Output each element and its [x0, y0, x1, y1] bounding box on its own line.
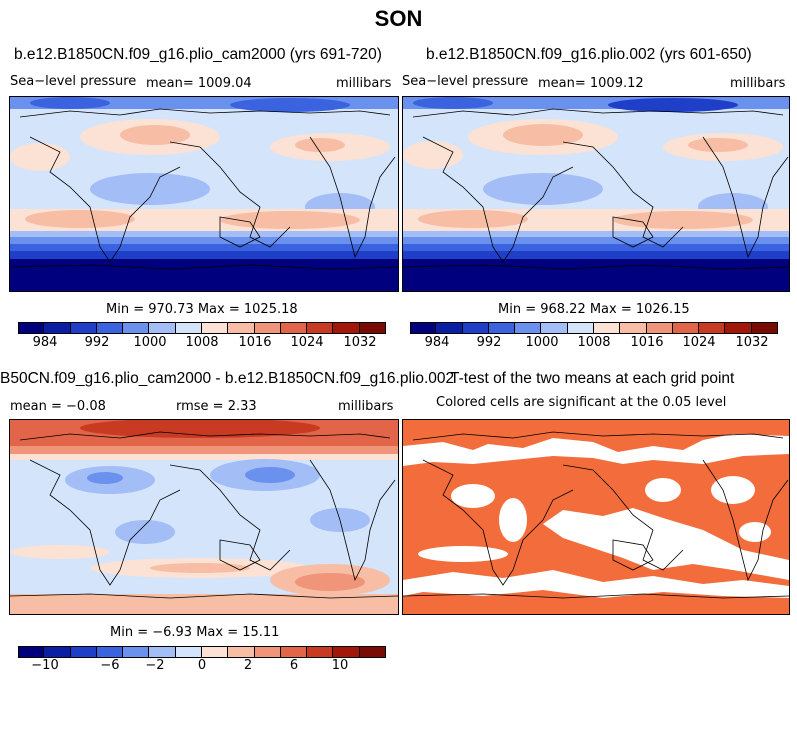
- panel1-mean: mean= 1009.04: [146, 76, 252, 91]
- panel3-tick: −10: [31, 658, 59, 673]
- panel3-tick: −6: [100, 658, 120, 673]
- colorbar-cell: [96, 322, 124, 334]
- panel1-map: [9, 96, 399, 292]
- panel1-tick: 992: [84, 335, 110, 350]
- panel3-tick: −2: [145, 658, 165, 673]
- colorbar-cell: [44, 646, 71, 658]
- panel2-tick: 1008: [577, 335, 611, 350]
- colorbar-cell: [44, 322, 71, 334]
- panel1-tick: 1000: [133, 335, 167, 350]
- panel4-subtitle: Colored cells are significant at the 0.0…: [436, 395, 727, 410]
- colorbar-cell: [488, 322, 516, 334]
- panel2-tick: 992: [476, 335, 502, 350]
- panel3-tick: 10: [331, 658, 349, 673]
- colorbar-cell: [70, 646, 97, 658]
- panel3-rmse: rmse = 2.33: [176, 399, 257, 414]
- colorbar-cell: [96, 646, 124, 658]
- colorbar-cell: [410, 322, 437, 334]
- panel2-colorbar: [410, 322, 778, 334]
- colorbar-cell: [646, 322, 673, 334]
- colorbar-cell: [123, 322, 150, 334]
- panel1-variable: Sea−level pressure: [10, 74, 137, 89]
- panel1-tick: 984: [32, 335, 58, 350]
- colorbar-frame: [410, 322, 778, 334]
- colorbar-cell: [123, 646, 150, 658]
- panel2-map: [402, 96, 790, 292]
- panel2-tick: 1032: [735, 335, 769, 350]
- colorbar-cell: [149, 646, 176, 658]
- panel1-tick: 1024: [290, 335, 324, 350]
- panel2-stats: Min = 968.22 Max = 1026.15: [498, 302, 690, 317]
- panel1-tick: 1008: [185, 335, 219, 350]
- panel2-tick: 1024: [682, 335, 716, 350]
- panel2-tick: 984: [424, 335, 450, 350]
- colorbar-cell: [725, 322, 752, 334]
- panel1-tick: 1016: [238, 335, 272, 350]
- figure-title: SON: [374, 6, 423, 31]
- colorbar-cell: [436, 322, 463, 334]
- panel3-tick: 0: [197, 658, 207, 673]
- panel1-units: millibars: [336, 76, 392, 91]
- panel2-mean: mean= 1009.12: [538, 76, 644, 91]
- panel1-tick: 1032: [343, 335, 377, 350]
- colorbar-cell: [202, 646, 229, 658]
- colorbar-cell: [515, 322, 542, 334]
- colorbar-cell: [228, 322, 255, 334]
- panel4-title: T-test of the two means at each grid poi…: [450, 370, 735, 387]
- panel1-colorbar: [18, 322, 386, 334]
- colorbar-cell: [699, 322, 726, 334]
- colorbar-cell: [462, 322, 489, 334]
- colorbar-cell: [307, 646, 334, 658]
- colorbar-cell: [149, 322, 176, 334]
- panel3-stats: Min = −6.93 Max = 15.11: [110, 625, 280, 640]
- colorbar-cell: [307, 322, 334, 334]
- panel3-mean: mean = −0.08: [10, 399, 106, 414]
- colorbar-cell: [567, 322, 594, 334]
- colorbar-cell: [70, 322, 97, 334]
- colorbar-cell: [333, 646, 360, 658]
- colorbar-cell: [18, 322, 45, 334]
- colorbar-cell: [280, 322, 308, 334]
- colorbar-cell: [541, 322, 568, 334]
- colorbar-cell: [280, 646, 308, 658]
- panel3-title: B50CN.f09_g16.plio_cam2000 - b.e12.B1850…: [0, 370, 455, 387]
- panel1-title: b.e12.B1850CN.f09_g16.plio_cam2000 (yrs …: [14, 46, 382, 63]
- colorbar-frame: [18, 646, 386, 658]
- panel3-colorbar: [18, 646, 386, 658]
- panel1-stats: Min = 970.73 Max = 1025.18: [106, 302, 298, 317]
- colorbar-cell: [594, 322, 621, 334]
- colorbar-cell: [175, 646, 202, 658]
- colorbar-cell: [254, 646, 281, 658]
- colorbar-cell: [202, 322, 229, 334]
- colorbar-cell: [175, 322, 202, 334]
- panel3-tick: 2: [243, 658, 253, 673]
- panel2-tick: 1000: [525, 335, 559, 350]
- colorbar-cell: [228, 646, 255, 658]
- colorbar-cell: [620, 322, 647, 334]
- colorbar-cell: [672, 322, 700, 334]
- panel3-map: [9, 419, 399, 615]
- colorbar-frame: [18, 322, 386, 334]
- colorbar-cell: [333, 322, 360, 334]
- panel3-tick: 6: [289, 658, 299, 673]
- panel2-tick: 1016: [630, 335, 664, 350]
- panel4-map: [402, 419, 790, 615]
- panel2-units: millibars: [730, 76, 786, 91]
- panel3-units: millibars: [338, 399, 394, 414]
- panel2-variable: Sea−level pressure: [402, 74, 529, 89]
- colorbar-cell: [18, 646, 45, 658]
- panel2-title: b.e12.B1850CN.f09_g16.plio.002 (yrs 601-…: [426, 46, 752, 63]
- colorbar-cell: [254, 322, 281, 334]
